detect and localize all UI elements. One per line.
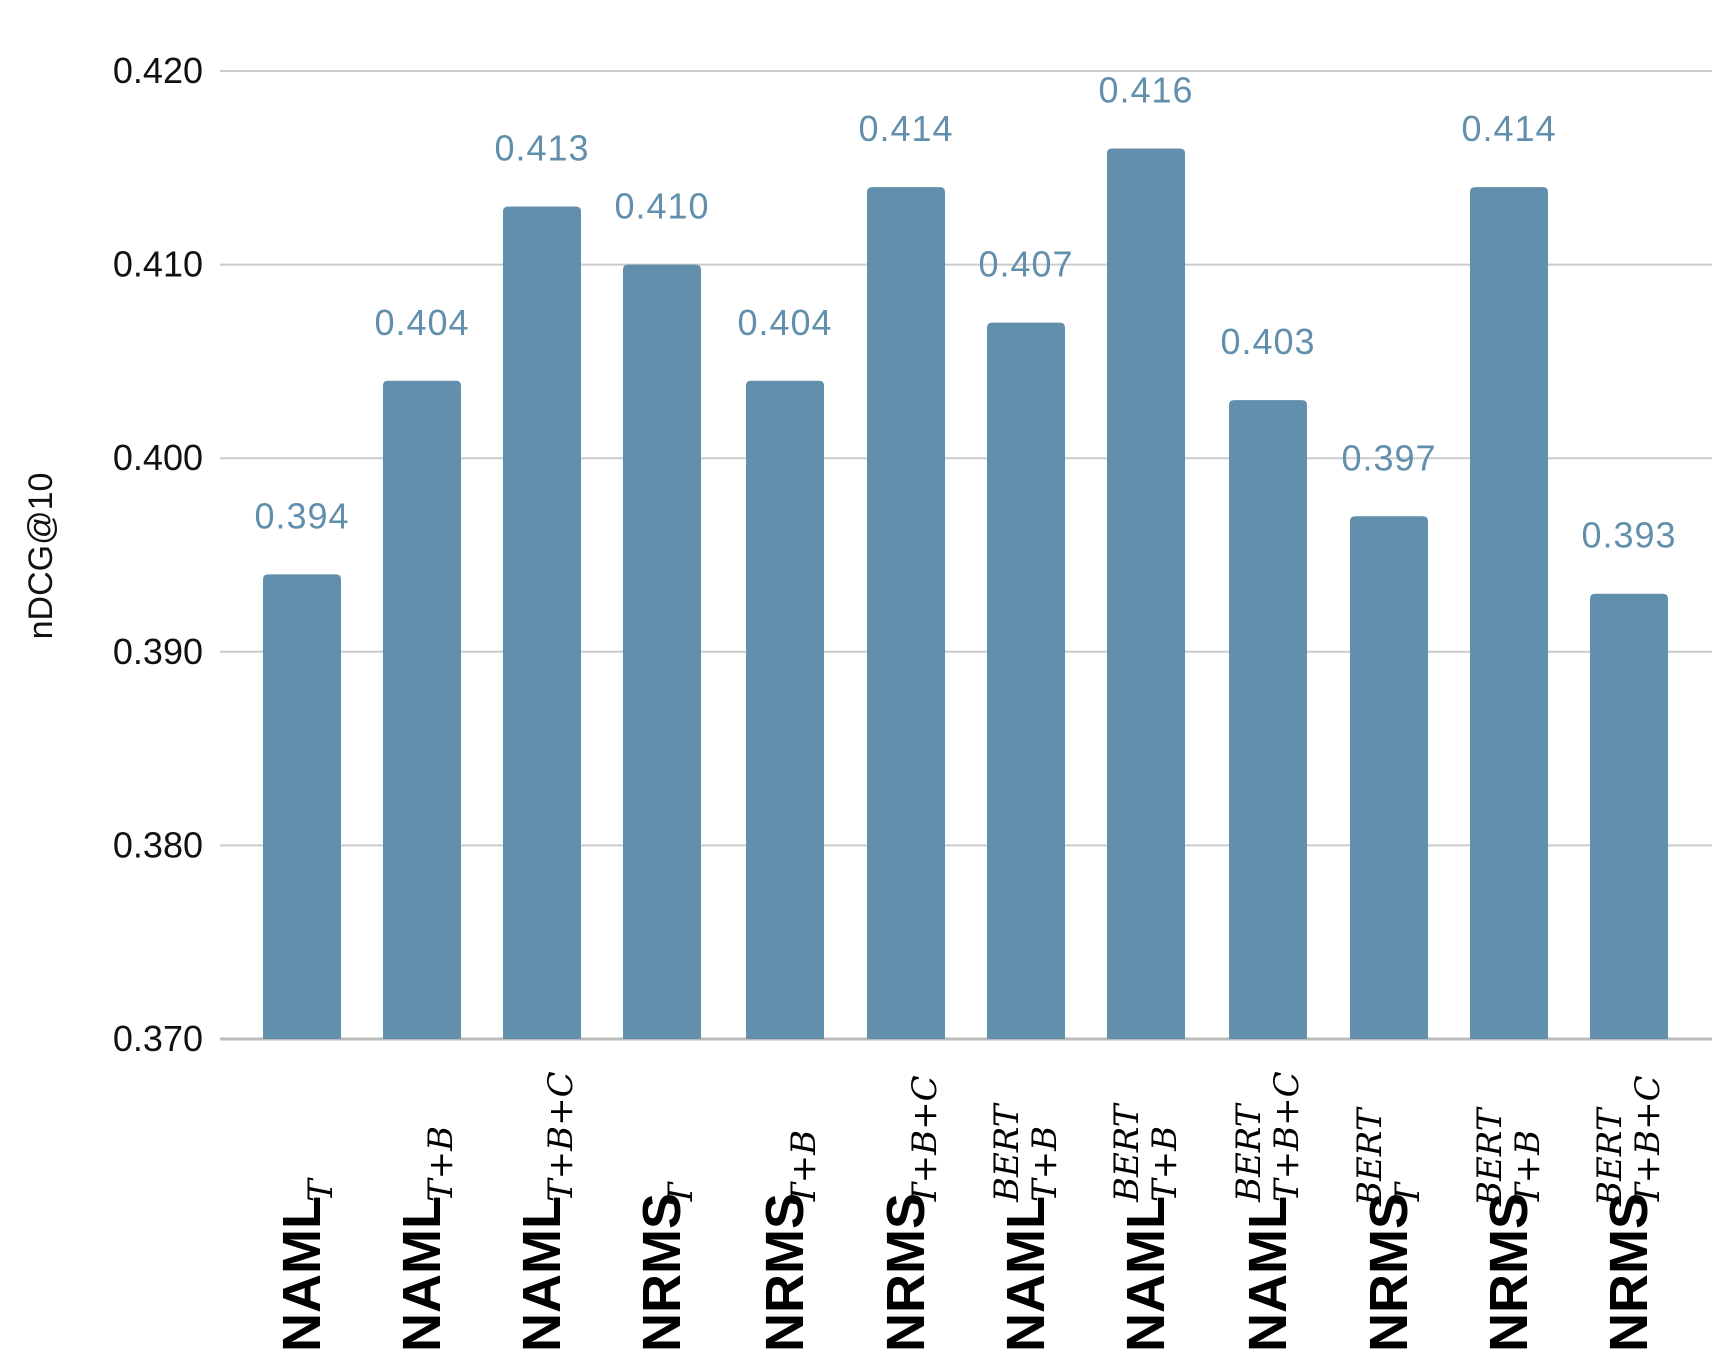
x-tick-label-subscript: T+B [1025,1126,1065,1202]
bar [503,206,581,1039]
data-label: 0.410 [614,186,709,227]
bar [1107,148,1185,1039]
x-tick-label-main: NAML [392,1196,452,1352]
y-axis-title: nDCG@10 [22,473,60,640]
y-tick-label: 0.390 [113,631,203,672]
bar [746,380,824,1039]
x-tick-label-subscript: T+B+C [1628,1075,1668,1206]
x-tick-label-subscript: T+B+C [541,1071,581,1202]
x-tick-label-main: NAML [1238,1196,1298,1352]
bar [1590,593,1668,1039]
bar [867,187,945,1039]
y-tick-label: 0.420 [113,50,203,91]
data-label: 0.404 [737,302,832,343]
data-label: 0.413 [494,128,589,169]
bar [1470,187,1548,1039]
data-label: 0.404 [374,302,469,343]
data-label: 0.394 [254,495,349,536]
data-label: 0.393 [1581,515,1676,556]
x-tick-label-subscript: T+B+C [1267,1071,1307,1202]
data-label: 0.414 [858,108,953,149]
y-tick-label: 0.370 [113,1018,203,1059]
x-tick-label-subscript: T+B [784,1130,824,1206]
data-labels: 0.394 0.404 0.413 0.410 0.404 0.414 0.407 0.416… [254,69,1676,556]
gridlines [220,70,1712,1041]
x-tick-label-main: NAML [1116,1196,1176,1352]
y-tick-label: 0.410 [113,244,203,285]
x-tick-label-subscript: T+B [1145,1126,1185,1202]
x-tick-label-subscript: T [301,1177,341,1202]
bar [1350,516,1428,1039]
x-tick-label-main: NAML [272,1196,332,1352]
x-tick-label-superscript: BERT [987,1102,1027,1203]
bar [623,264,701,1040]
data-label: 0.407 [978,244,1073,285]
bars [263,148,1668,1040]
x-tick-label-superscript: BERT [1229,1102,1269,1203]
x-tick-label-superscript: BERT [1107,1102,1147,1203]
y-axis-ticks: 0.420 0.410 0.400 0.390 0.380 0.370 [113,50,203,1059]
data-label: 0.397 [1341,437,1436,478]
x-tick-label-superscript: BERT [1590,1106,1630,1207]
bar [1229,400,1307,1039]
x-tick-label-main: NRMS [1479,1193,1539,1352]
data-label: 0.416 [1098,69,1193,110]
y-tick-label: 0.380 [113,824,203,865]
x-tick-label-main: NAML [996,1196,1056,1352]
x-tick-label-subscript: T [1388,1181,1428,1206]
x-tick-label-main: NRMS [632,1193,692,1352]
x-tick-label-main: NRMS [1359,1193,1419,1352]
x-tick-label-subscript: T+B+C [905,1075,945,1206]
x-tick-label-superscript: BERT [1470,1106,1510,1207]
data-label: 0.403 [1220,321,1315,362]
bar [263,574,341,1039]
bar [987,322,1065,1039]
x-tick-label-main: NRMS [755,1193,815,1352]
x-tick-label-subscript: T+B [1508,1130,1548,1206]
x-tick-label-main: NRMS [876,1193,936,1352]
bar [383,380,461,1039]
x-tick-label-main: NRMS [1599,1193,1659,1352]
x-tick-label-subscript: T [661,1181,701,1206]
y-tick-label: 0.400 [113,437,203,478]
x-tick-label-subscript: T+B [421,1126,461,1202]
x-tick-label-main: NAML [512,1196,572,1352]
data-label: 0.414 [1461,108,1556,149]
x-tick-label-superscript: BERT [1350,1106,1390,1207]
